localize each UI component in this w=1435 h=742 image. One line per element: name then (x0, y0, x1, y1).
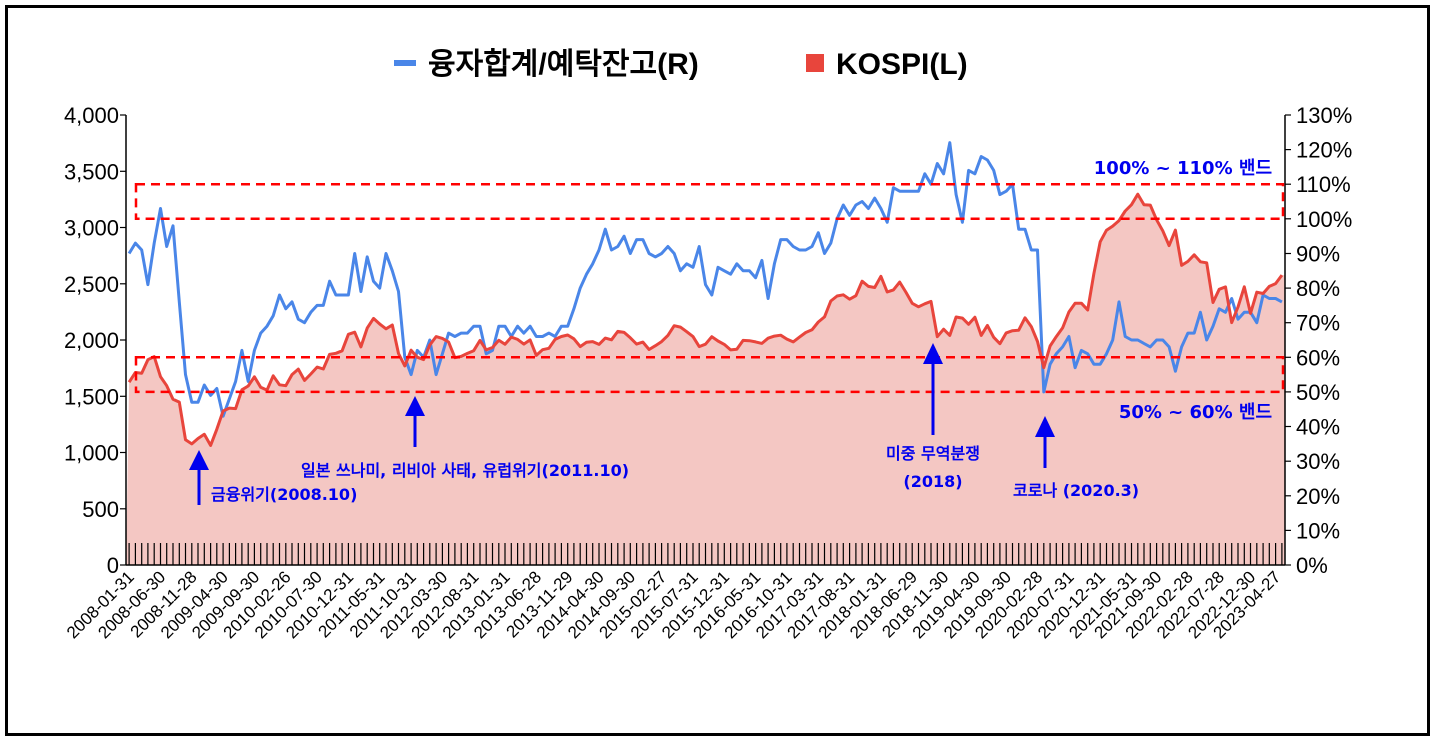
band-rect (134, 356, 1285, 394)
legend-marker-kospi (806, 54, 824, 72)
legend-label-kospi: KOSPI(L) (836, 48, 968, 81)
annotation-financial-crisis: 금융위기(2008.10) (189, 450, 357, 505)
arrow-head-icon (189, 450, 209, 470)
annotation-label-trade-war-line2: (2018) (903, 472, 962, 491)
kospi-area-layer (126, 194, 1285, 565)
right-tick-label: 50% (1296, 380, 1340, 405)
band-rect (134, 182, 1285, 221)
annotation-label-euro-crisis: 일본 쓰나미, 리비아 사태, 유럽위기(2011.10) (301, 461, 629, 480)
arrow-head-icon (1035, 416, 1055, 437)
left-axis-ticks: 0 500 1,000 1,500 2,000 2,500 3,000 3,500 4,000 (64, 103, 126, 578)
kospi-area (126, 194, 1285, 565)
legend: 융자합계/예탁잔고(R) KOSPI(L) (394, 48, 968, 81)
x-axis-tick-labels: 2008-01-312008-06-302008-11-282009-04-30… (63, 567, 1284, 642)
left-tick-label: 3,500 (64, 159, 119, 184)
annotation-euro-crisis: 일본 쓰나미, 리비아 사태, 유럽위기(2011.10) (301, 396, 629, 480)
annotations: 금융위기(2008.10) 일본 쓰나미, 리비아 사태, 유럽위기(2011.… (189, 343, 1139, 505)
annotation-label-financial-crisis: 금융위기(2008.10) (211, 485, 357, 504)
right-tick-label: 10% (1296, 518, 1340, 543)
right-tick-label: 100% (1296, 207, 1352, 232)
band-label: 100% ~ 110% 밴드 (1094, 158, 1272, 179)
annotation-label-covid: 코로나 (2020.3) (1013, 481, 1139, 500)
right-tick-label: 0% (1296, 553, 1328, 578)
band-label: 50% ~ 60% 밴드 (1119, 402, 1272, 423)
right-tick-label: 90% (1296, 242, 1340, 267)
left-tick-label: 4,000 (64, 103, 119, 128)
legend-label-ratio: 융자합계/예탁잔고(R) (428, 48, 699, 81)
right-tick-label: 20% (1296, 484, 1340, 509)
left-tick-label: 3,000 (64, 216, 119, 241)
right-tick-label: 120% (1296, 138, 1352, 163)
arrow-head-icon (405, 396, 425, 416)
left-tick-label: 1,000 (64, 441, 119, 466)
left-tick-label: 2,500 (64, 272, 119, 297)
left-tick-label: 500 (82, 497, 119, 522)
left-tick-label: 0 (107, 553, 119, 578)
kospi-line (127, 192, 1284, 447)
right-tick-label: 110% (1296, 172, 1351, 197)
right-tick-label: 80% (1296, 276, 1340, 301)
right-tick-label: 60% (1296, 345, 1340, 370)
right-tick-label: 40% (1296, 415, 1340, 440)
arrow-head-icon (923, 343, 943, 364)
right-axis-ticks: 0% 10% 20% 30% 40% 50% 60% 70% 80% 90% 100% 110% 120… (1285, 103, 1352, 578)
annotation-covid: 코로나 (2020.3) (1013, 416, 1139, 500)
right-tick-label: 130% (1296, 103, 1352, 128)
right-tick-label: 70% (1296, 311, 1340, 336)
x-tick-marks (128, 543, 1283, 565)
kospi-line-layer (127, 192, 1284, 447)
annotation-trade-war: 미중 무역분쟁 (2018) (886, 343, 980, 491)
left-tick-label: 1,500 (64, 384, 119, 409)
band-layer: 100% ~ 110% 밴드 50% ~ 60% 밴드 (134, 158, 1285, 423)
left-tick-label: 2,000 (64, 328, 119, 353)
right-tick-label: 30% (1296, 449, 1340, 474)
annotation-label-trade-war-line1: 미중 무역분쟁 (886, 444, 980, 463)
